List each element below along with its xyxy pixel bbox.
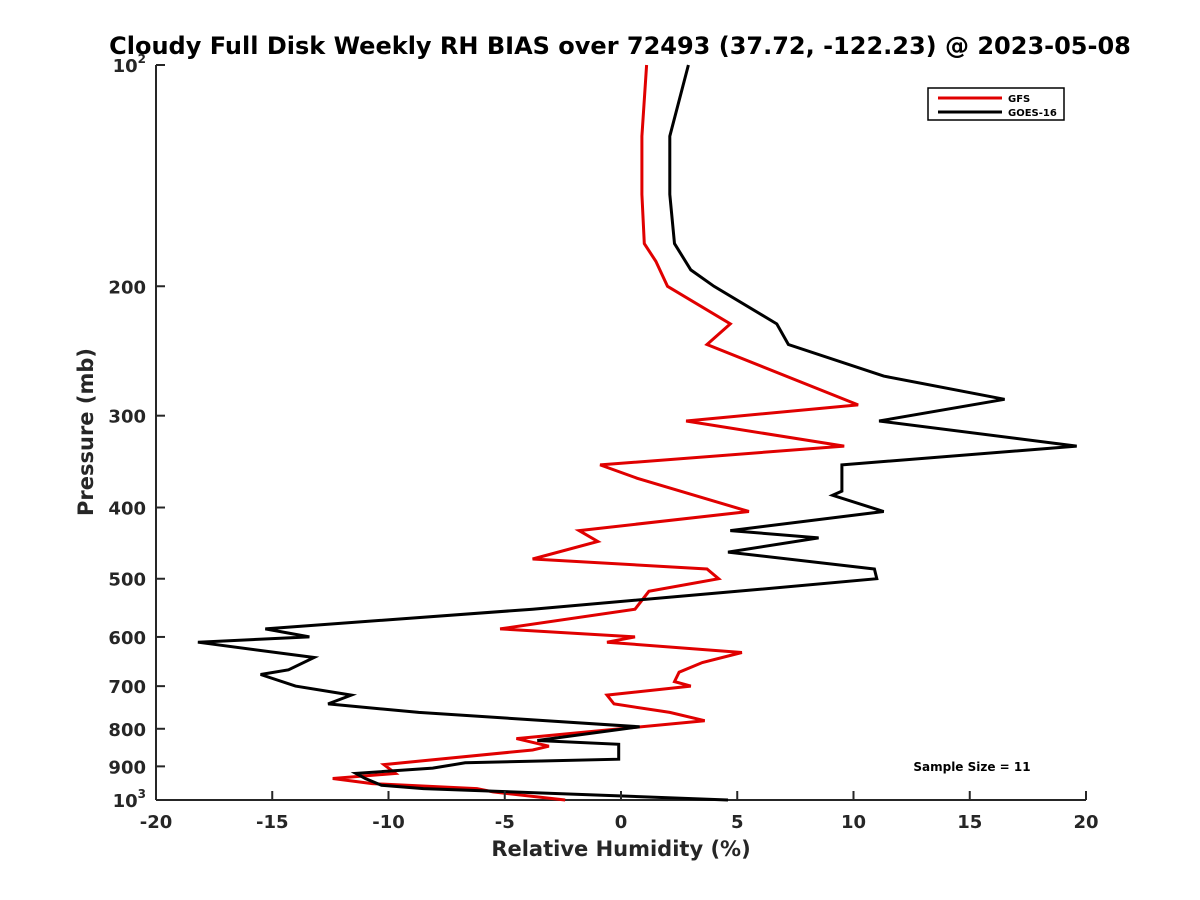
chart-title: Cloudy Full Disk Weekly RH BIAS over 724…	[109, 32, 1131, 60]
y-tick-label: 400	[108, 499, 146, 520]
y-tick-label: 900	[108, 757, 146, 778]
x-tick-label: 15	[957, 812, 982, 833]
y-tick-label: 700	[108, 677, 146, 698]
y-tick-label: 300	[108, 407, 146, 428]
y-tick-label: 600	[108, 628, 146, 649]
y-tick-label: 800	[108, 720, 146, 741]
series-line-gfs	[332, 64, 859, 802]
series-layer	[197, 64, 1077, 802]
y-axis-label: Pressure (mb)	[74, 348, 98, 516]
plot-area	[155, 65, 1086, 801]
legend-label: GFS	[1008, 94, 1030, 105]
y-tick-label: 500	[108, 570, 146, 591]
y-tick-label: 103	[113, 787, 146, 812]
x-tick-label: 5	[731, 812, 744, 833]
sample-size-annotation: Sample Size = 11	[913, 760, 1030, 774]
y-tick-label: 102	[113, 52, 146, 77]
x-tick-label: 20	[1073, 812, 1098, 833]
x-tick-label: 10	[841, 812, 866, 833]
x-tick-label: -10	[372, 812, 405, 833]
legend-label: GOES-16	[1008, 108, 1057, 119]
series-line-goes-16	[197, 64, 1077, 802]
y-tick-label: 200	[108, 277, 146, 298]
x-tick-label: -5	[495, 812, 515, 833]
x-ticks: -20 -15 -10 -5 0 5 10 15 20	[140, 791, 1099, 833]
legend-box	[927, 87, 1065, 121]
x-tick-label: -15	[256, 812, 289, 833]
x-tick-label: 0	[615, 812, 628, 833]
y-ticks: 102 200 300 400 500 600 700 800 900 103	[108, 52, 165, 812]
legend: GFS GOES-16	[927, 87, 1065, 121]
x-axis-label: Relative Humidity (%)	[491, 837, 750, 861]
x-tick-label: -20	[140, 812, 173, 833]
